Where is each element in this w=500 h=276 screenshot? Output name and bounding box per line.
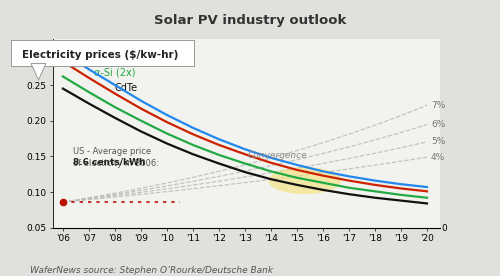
Polygon shape [31, 63, 46, 80]
Text: Convergence: Convergence [248, 152, 307, 161]
Ellipse shape [268, 167, 341, 194]
Text: c-Si: c-Si [77, 41, 95, 51]
Text: 4%: 4% [431, 153, 445, 162]
Text: CdTe: CdTe [115, 83, 138, 94]
Text: CIGS: CIGS [77, 51, 103, 61]
Text: 8.6 cents/kWh: 8.6 cents/kWh [74, 158, 146, 167]
Text: US - Average price
of electicity in 2006:: US - Average price of electicity in 2006… [74, 147, 160, 168]
Text: Solar PV industry outlook: Solar PV industry outlook [154, 14, 346, 26]
Text: 5%: 5% [431, 137, 446, 146]
Text: WaferNews source: Stephen O’Rourke/Deutsche Bank: WaferNews source: Stephen O’Rourke/Deuts… [30, 266, 273, 275]
Text: Electricity prices ($/kw-hr): Electricity prices ($/kw-hr) [22, 50, 178, 60]
Text: α-Si (2x): α-Si (2x) [94, 67, 136, 77]
Text: 6%: 6% [431, 120, 446, 129]
Text: 7%: 7% [431, 101, 446, 110]
